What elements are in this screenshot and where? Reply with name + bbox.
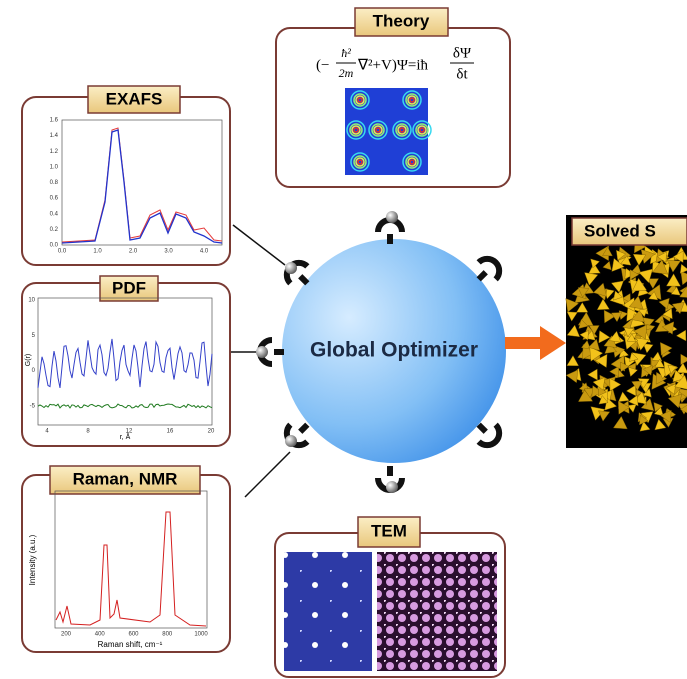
raman-label: Raman, NMR	[73, 469, 178, 488]
diffraction-image	[284, 552, 372, 671]
connector	[233, 225, 285, 265]
x-axis-label: Raman shift, cm⁻¹	[98, 640, 163, 649]
connector	[245, 452, 290, 497]
arrow	[505, 326, 566, 360]
tick-label: 600	[128, 632, 139, 638]
tick-label: 20	[208, 429, 215, 435]
tick-label: 2.0	[129, 249, 138, 255]
tick-label: 1.0	[93, 249, 102, 255]
ball	[386, 211, 398, 223]
y-axis-label: G(r)	[25, 354, 32, 366]
tick-label: -5	[30, 404, 36, 410]
tem-label: TEM	[371, 521, 407, 540]
optimizer-label: Global Optimizer	[310, 339, 478, 362]
y-axis-label: Intensity (a.u.)	[28, 534, 37, 585]
tick-label: 0.8	[50, 180, 59, 186]
eq-part: ħ²	[341, 46, 351, 60]
tick-label: 0.4	[50, 211, 59, 217]
tick-label: 1000	[194, 632, 208, 638]
theory-label: Theory	[373, 11, 430, 30]
eq-part: δΨ	[453, 45, 472, 61]
lattice-image	[377, 552, 497, 671]
tick-label: 0.2	[50, 227, 59, 233]
ball	[256, 346, 268, 358]
tick-label: 1.6	[50, 118, 59, 124]
eq-part: ∇²+V)Ψ=iħ	[357, 57, 429, 73]
pdf-label: PDF	[112, 278, 146, 297]
exafs-label: EXAFS	[106, 89, 163, 108]
tick-label: 12	[126, 429, 133, 435]
tick-label: 800	[162, 632, 173, 638]
tick-label: 1.4	[50, 133, 59, 139]
ball	[285, 262, 297, 274]
diagram: Global Optimizer Theory (− ħ² 2m ∇²+V)Ψ=…	[0, 0, 687, 679]
tick-label: 0.6	[50, 196, 59, 202]
eq-part: 2m	[339, 66, 354, 80]
tick-label: 1.0	[50, 164, 59, 170]
tick-label: 16	[167, 429, 174, 435]
ball	[386, 481, 398, 493]
eq-part: (−	[316, 57, 329, 73]
tick-label: 0.0	[58, 249, 67, 255]
tick-label: 200	[61, 632, 72, 638]
tick-label: 400	[95, 632, 106, 638]
solved-label: Solved S	[584, 221, 656, 240]
tick-label: 3.0	[164, 249, 173, 255]
ball	[285, 435, 297, 447]
eq-part: δt	[456, 66, 468, 82]
tick-label: 4.0	[200, 249, 209, 255]
tick-label: 10	[28, 298, 35, 304]
tick-label: 1.2	[50, 149, 59, 155]
